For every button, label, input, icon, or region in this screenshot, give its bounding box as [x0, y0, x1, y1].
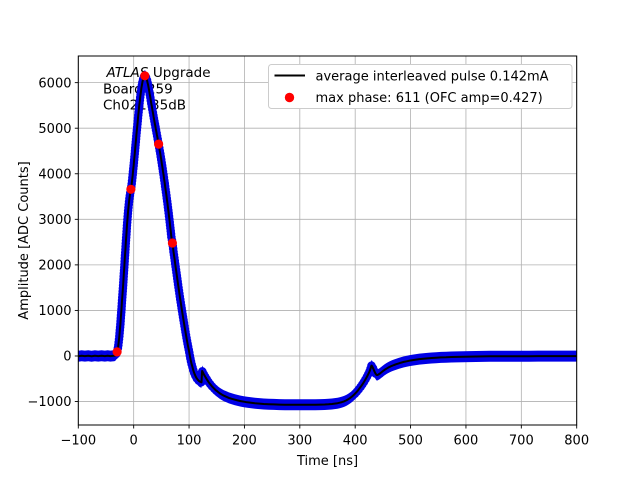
- y-axis-label: Amplitude [ADC Counts]: [17, 161, 32, 319]
- max-phase-marker: [112, 347, 122, 357]
- ofc-phase-markers: [112, 71, 177, 357]
- x-tick-label: 800: [564, 434, 589, 449]
- x-tick-label: 100: [177, 434, 202, 449]
- legend-entry-average: average interleaved pulse 0.142mA: [316, 70, 549, 85]
- x-tick-label: −100: [60, 434, 96, 449]
- x-tick-label: 700: [509, 434, 534, 449]
- y-tick-label: 1000: [38, 304, 71, 319]
- x-tick-label: 200: [232, 434, 257, 449]
- y-tick-label: −1000: [28, 395, 72, 410]
- y-tick-label: 0: [63, 350, 71, 365]
- annotation-atlas: ATLAS: [106, 65, 149, 81]
- annotation-block: ATLAS Upgrade Board 259 Ch021 35dB: [103, 65, 211, 114]
- legend-dot-sample: [284, 92, 295, 103]
- annotation-upgrade: Upgrade: [153, 65, 211, 81]
- y-tick-label: 5000: [38, 122, 71, 137]
- x-tick-label: 500: [398, 434, 423, 449]
- legend: average interleaved pulse 0.142mA max ph…: [268, 64, 573, 109]
- y-tick-label: 2000: [38, 258, 71, 273]
- x-tick-label: 400: [343, 434, 368, 449]
- y-tick-label: 6000: [38, 76, 71, 91]
- max-phase-marker: [126, 184, 136, 194]
- axes-box: [77, 55, 578, 426]
- x-tick-label: 0: [130, 434, 138, 449]
- max-phase-marker: [154, 139, 164, 149]
- x-tick-label: 300: [287, 434, 312, 449]
- annotation-line1: ATLAS Upgrade: [106, 65, 211, 81]
- max-phase-marker: [167, 238, 177, 248]
- legend-box: [268, 64, 573, 109]
- average-pulse-line: [78, 74, 577, 406]
- annotation-line3: Ch021 35dB: [103, 98, 186, 114]
- y-tick-label: 3000: [38, 213, 71, 228]
- tick-marks: [74, 82, 578, 429]
- tick-labels: −100 0 100 200 300 400 500 600 700 800−1000010002…: [28, 76, 590, 448]
- x-tick-label: 600: [454, 434, 479, 449]
- legend-entry-maxphase: max phase: 611 (OFC amp=0.427): [316, 91, 543, 106]
- y-tick-label: 4000: [38, 167, 71, 182]
- max-phase-marker: [140, 71, 150, 81]
- pulse-curve: [78, 70, 577, 411]
- x-axis-label: Time [ns]: [296, 454, 358, 469]
